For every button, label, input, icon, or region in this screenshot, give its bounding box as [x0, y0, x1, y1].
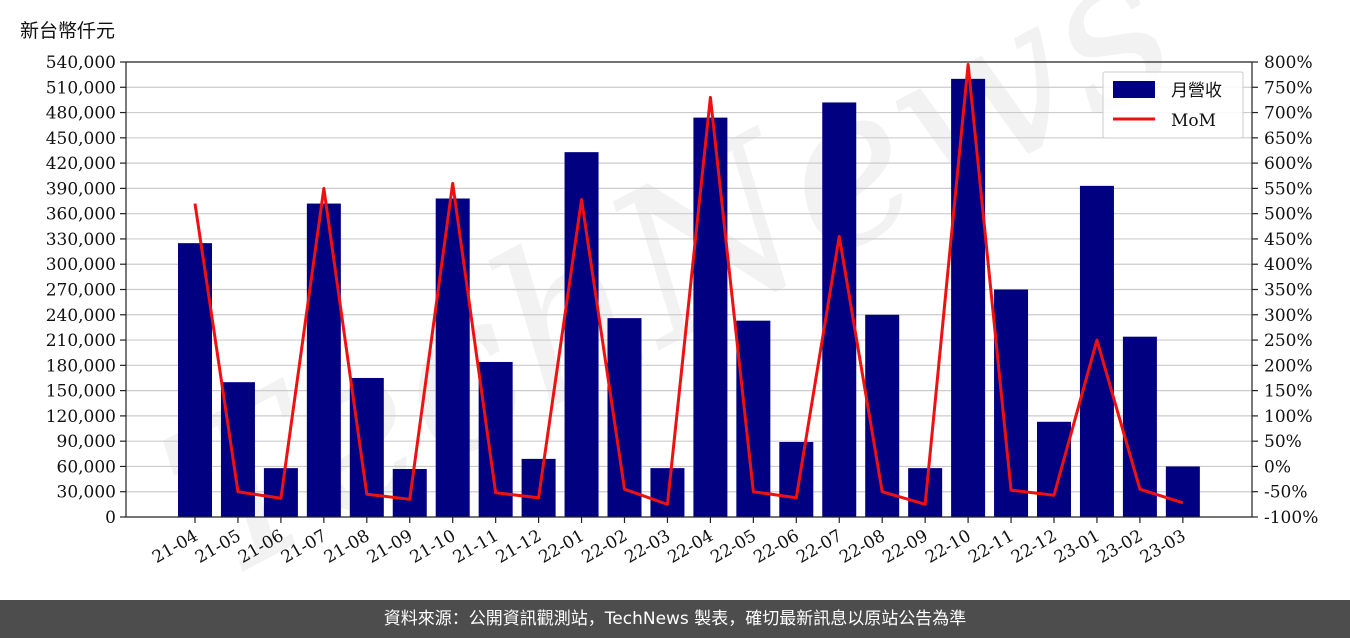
x-tick-label: 21-11 [450, 526, 502, 568]
right-tick-label: 550% [1264, 179, 1313, 199]
mom-line-layer [193, 63, 1184, 506]
right-tick-label: 600% [1264, 154, 1313, 174]
left-tick-label: 300,000 [46, 255, 116, 275]
left-tick-label: 270,000 [46, 281, 116, 301]
right-tick-label: 300% [1264, 306, 1313, 326]
right-tick-label: -50% [1264, 483, 1308, 503]
x-tick-label: 22-08 [836, 526, 888, 568]
right-tick-label: 250% [1264, 331, 1313, 351]
legend: 月營收 MoM [1102, 71, 1244, 139]
revenue-bar [564, 152, 599, 517]
right-tick-label: 400% [1264, 255, 1313, 275]
left-tick-label: 30,000 [57, 483, 116, 503]
unit-label: 新台幣仟元 [20, 20, 116, 42]
legend-label-revenue: 月營收 [1171, 81, 1222, 101]
left-axis: 0 30,000 60,000 90,000 120,000 150,000 180,000… [46, 53, 126, 528]
right-tick-label: -100% [1264, 508, 1318, 528]
left-tick-label: 90,000 [57, 432, 116, 452]
left-tick-label: 360,000 [46, 205, 116, 225]
right-tick-label: 200% [1264, 356, 1313, 376]
right-tick-label: 750% [1264, 78, 1313, 98]
left-tick-label: 540,000 [46, 53, 116, 73]
x-tick-label: 22-05 [707, 526, 759, 568]
x-tick-label: 21-04 [149, 526, 201, 568]
x-tick-label: 22-06 [750, 526, 802, 568]
legend-bar-swatch [1113, 81, 1155, 98]
left-tick-label: 0 [105, 508, 116, 528]
right-tick-label: 50% [1264, 432, 1302, 452]
revenue-bar [951, 78, 986, 517]
x-tick-label: 23-02 [1094, 526, 1146, 568]
x-tick-label: 22-09 [879, 526, 931, 568]
x-tick-label: 22-03 [622, 526, 674, 568]
revenue-bar [306, 203, 341, 518]
right-tick-label: 700% [1264, 104, 1313, 124]
bars [178, 78, 1200, 518]
right-tick-label: 500% [1264, 205, 1313, 225]
x-tick-label: 23-01 [1051, 526, 1103, 568]
left-tick-label: 120,000 [46, 407, 116, 427]
left-tick-label: 240,000 [46, 306, 116, 326]
x-tick-label: 22-07 [793, 526, 845, 568]
right-axis: -100% -50% 0% 50% 100% 150% 200% 250% 300% 350% 40… [1252, 53, 1318, 528]
source-footer: 資料來源：公開資訊觀測站，TechNews 製表，確切最新訊息以原站公告為準 [0, 600, 1350, 638]
right-tick-label: 450% [1264, 230, 1313, 250]
left-tick-label: 480,000 [46, 104, 116, 124]
x-tick-label: 21-12 [493, 526, 545, 568]
left-tick-label: 60,000 [57, 457, 116, 477]
x-tick-label: 22-11 [965, 526, 1017, 568]
legend-label-mom: MoM [1171, 111, 1216, 131]
right-tick-label: 0% [1264, 457, 1291, 477]
left-tick-label: 180,000 [46, 356, 116, 376]
x-tick-label: 23-03 [1137, 526, 1189, 568]
revenue-bar [693, 117, 728, 517]
left-tick-label: 450,000 [46, 129, 116, 149]
revenue-chart: TechNews 030,00060,00090,000120,000150,0… [46, 0, 1319, 600]
x-tick-label: 22-04 [664, 526, 716, 568]
right-tick-label: 800% [1264, 53, 1313, 73]
x-tick-label: 22-01 [536, 526, 588, 568]
x-tick-label: 22-12 [1008, 526, 1060, 568]
x-tick-label: 22-10 [922, 526, 974, 568]
revenue-bar [779, 442, 814, 517]
right-tick-label: 350% [1264, 281, 1313, 301]
revenue-bar [1079, 185, 1114, 517]
revenue-bar [435, 198, 470, 517]
left-tick-label: 150,000 [46, 382, 116, 402]
right-tick-label: 650% [1264, 129, 1313, 149]
left-tick-label: 420,000 [46, 154, 116, 174]
revenue-bar [1037, 421, 1071, 517]
left-tick-label: 390,000 [46, 179, 116, 199]
left-tick-label: 330,000 [46, 230, 116, 250]
right-tick-label: 100% [1264, 407, 1313, 427]
mom-line [193, 63, 1184, 506]
revenue-bar [1165, 466, 1200, 517]
left-tick-label: 510,000 [46, 78, 116, 98]
left-tick-label: 210,000 [46, 331, 116, 351]
right-tick-label: 150% [1264, 382, 1313, 402]
x-tick-label: 22-02 [579, 526, 631, 568]
